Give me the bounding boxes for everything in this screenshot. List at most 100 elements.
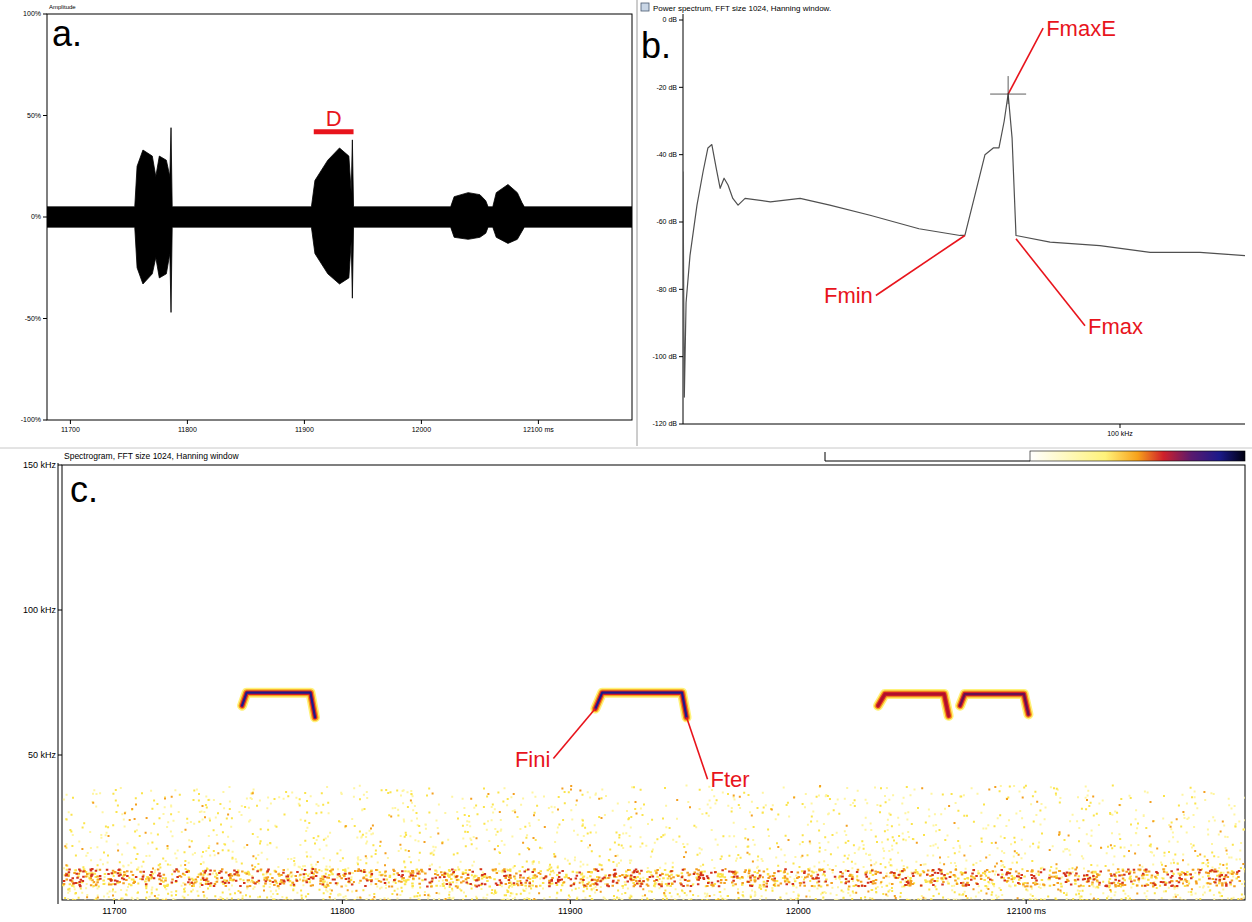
call-trace (242, 693, 315, 718)
x-tick-label: 100 kHz (1107, 430, 1133, 437)
call-trace (960, 694, 1028, 714)
y-tick-label: 150 kHz (23, 460, 57, 470)
x-tick (70, 420, 71, 424)
panel-letter: c. (70, 469, 98, 510)
call-trace (595, 693, 686, 718)
y-tick (679, 20, 683, 21)
call-trace (878, 694, 949, 716)
x-tick-label: 12000 (412, 426, 432, 433)
y-tick (58, 465, 62, 466)
y-axis-line (58, 463, 59, 904)
cursor-cross (1008, 76, 1009, 104)
panel-title: Spectrogram, FFT size 1024, Hanning wind… (64, 451, 240, 461)
call-trace (242, 693, 315, 718)
leader-line (687, 717, 708, 779)
spectrum-line (683, 94, 1245, 397)
x-tick (798, 900, 799, 904)
x-tick (187, 420, 188, 424)
y-tick (43, 115, 47, 116)
y-tick (679, 222, 683, 223)
panel-letter: b. (641, 25, 671, 66)
call-trace (878, 694, 949, 716)
panel-letter: a. (52, 13, 82, 54)
y-tick-label: -50% (25, 315, 41, 322)
y-tick-label: -100% (21, 416, 41, 423)
call-trace (960, 694, 1028, 714)
plot-area (683, 94, 1245, 397)
noise-texture (63, 785, 1245, 901)
color-bar (1030, 451, 1245, 461)
y-tick (58, 755, 62, 756)
waveform-envelope (47, 217, 632, 312)
leader-line (553, 709, 595, 759)
call-trace (595, 693, 686, 718)
x-tick (1026, 900, 1027, 904)
annotation-label: D (326, 106, 342, 131)
call-trace (242, 693, 315, 718)
x-tick-label: 11900 (558, 906, 582, 916)
y-tick (43, 318, 47, 319)
panel-title: Power spectrum, FFT size 1024, Hanning w… (653, 4, 831, 13)
plot-frame (62, 465, 1245, 900)
panel: 100%50%0%-50%-100%1170011800119001200012… (21, 4, 632, 433)
y-tick-label: 100 kHz (23, 605, 57, 615)
call-trace (878, 694, 949, 716)
noise-texture (62, 785, 1245, 900)
y-tick-label: -40 dB (656, 151, 677, 158)
panel-separator (637, 0, 638, 446)
x-tick-label: 11800 (178, 426, 197, 433)
call-trace (960, 694, 1028, 714)
y-tick (679, 356, 683, 357)
x-tick-label: 12100 ms (523, 426, 554, 433)
y-tick-label: 100% (23, 10, 41, 17)
y-tick (43, 14, 47, 15)
x-tick (114, 900, 115, 904)
call-trace (242, 693, 315, 718)
color-bar-frame (825, 461, 1030, 462)
title-icon (641, 3, 649, 11)
y-tick-label: 50% (27, 112, 41, 119)
x-tick (421, 420, 422, 424)
x-tick-label: 11700 (61, 426, 80, 433)
waveform-envelope (47, 128, 632, 217)
x-tick-label: 11900 (295, 426, 314, 433)
x-tick-label: 11700 (102, 906, 126, 916)
panel: 0 dB-20 dB-40 dB-60 dB-80 dB-100 dB-120 … (641, 3, 1245, 437)
y-tick-label: -60 dB (656, 218, 677, 225)
x-tick-label: 11800 (330, 906, 354, 916)
call-trace (960, 694, 1028, 714)
noise-texture (63, 868, 1241, 887)
y-tick (43, 217, 47, 218)
leader-line (876, 235, 965, 295)
axis-title: Amplitude (49, 4, 76, 10)
x-tick (538, 420, 539, 424)
annotation-label: Fter (711, 767, 750, 792)
x-tick (304, 420, 305, 424)
plot-area (62, 693, 1245, 900)
annotation-label: Fini (515, 747, 550, 772)
y-tick (679, 424, 683, 425)
x-tick-label: 12000 (786, 906, 811, 916)
annotation-label: FmaxE (1046, 16, 1116, 41)
annotation-label: Fmin (824, 283, 873, 308)
plot-frame (47, 14, 632, 420)
y-tick-label: 50 kHz (28, 750, 57, 760)
call-trace (595, 693, 686, 718)
y-tick (43, 420, 47, 421)
y-tick (679, 87, 683, 88)
y-tick (58, 610, 62, 611)
y-tick-label: -80 dB (656, 286, 677, 293)
color-bar-frame (825, 452, 826, 461)
x-tick (1120, 424, 1121, 428)
y-tick-label: -120 dB (652, 420, 677, 427)
y-tick (679, 289, 683, 290)
panel: 50 kHz 100 kHz 150 kHz 11700 11800 11900 12000… (23, 451, 1247, 916)
panel-separator (0, 448, 1252, 449)
x-axis-line (683, 424, 1245, 425)
y-tick-label: -20 dB (656, 84, 677, 91)
annotation-label: Fmax (1088, 314, 1143, 339)
leader-line (1016, 239, 1085, 326)
plot-area (47, 128, 632, 313)
y-tick (679, 154, 683, 155)
figure: 100%50%0%-50%-100%1170011800119001200012… (0, 0, 1252, 922)
